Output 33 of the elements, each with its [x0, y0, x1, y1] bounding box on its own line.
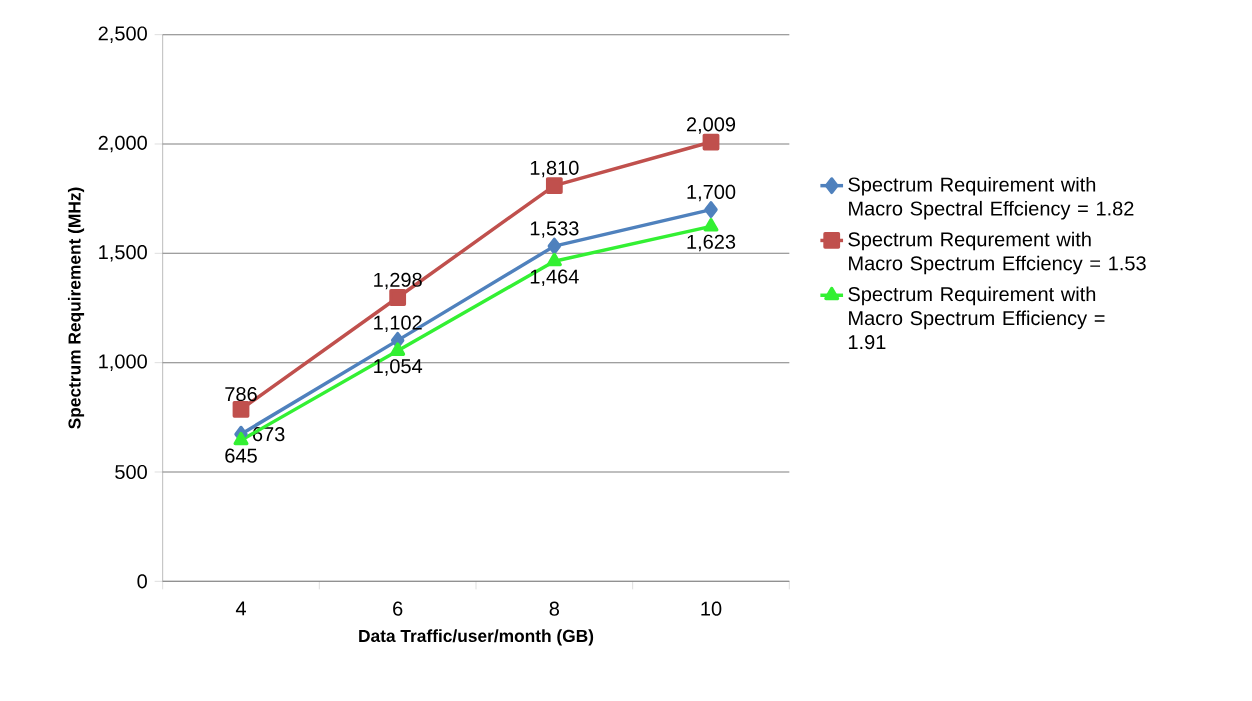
- legend-label: Spectrum Requirement with Macro Spectral Effciency = 1.82: [848, 176, 1134, 220]
- point: [390, 342, 406, 356]
- point: [546, 252, 562, 267]
- y-tick-label: 2,500: [98, 26, 147, 43]
- data-label: 1,102: [374, 315, 422, 332]
- point: [547, 237, 562, 255]
- x-tick-label: 4: [235, 601, 246, 616]
- x-tick-label: 10: [701, 601, 722, 616]
- point: [704, 201, 718, 218]
- data-label: 1,623: [687, 234, 736, 252]
- data-label: 2,009: [686, 117, 736, 134]
- point: [702, 133, 720, 151]
- data-label: 1,700: [687, 184, 736, 202]
- y-tick-label: 0: [137, 574, 147, 589]
- point: [703, 217, 719, 232]
- y-tick-label: 500: [115, 464, 147, 479]
- data-label: 1,464: [530, 269, 579, 286]
- x-tick-label: 6: [393, 601, 403, 616]
- data-label: 786: [225, 386, 257, 402]
- legend-label: Spectrum Requirement with Macro Spectrum Efficiency = 1.91: [848, 286, 1105, 350]
- point: [233, 431, 249, 446]
- y-tick-label: 1,500: [99, 244, 147, 262]
- y-tick-label: 1,000: [99, 354, 147, 371]
- y-tick-label: 2,000: [98, 135, 147, 153]
- data-label: 645: [225, 448, 257, 463]
- x-axis-title: Data Traffic/user/month (GB): [359, 629, 594, 646]
- legend-label: Spectrum Requrement with Macro Spectrum Effciency = 1.53: [848, 231, 1146, 275]
- data-label: 1,810: [530, 160, 579, 178]
- data-label: 1,054: [374, 358, 423, 376]
- data-label: 1,298: [374, 272, 422, 290]
- y-axis-title: Spectrum Requirement (MHz): [67, 187, 85, 429]
- x-tick-label: 8: [549, 601, 560, 616]
- data-label: 1,533: [530, 221, 579, 238]
